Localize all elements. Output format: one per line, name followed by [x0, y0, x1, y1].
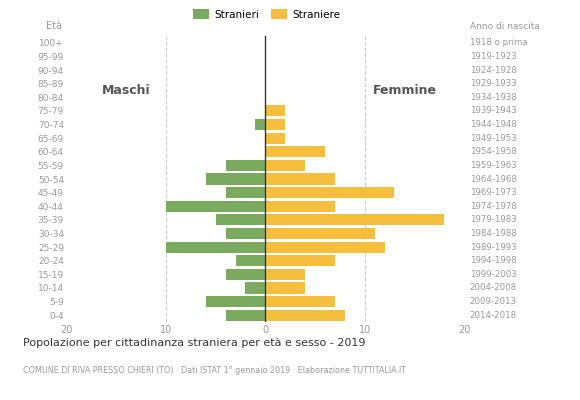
Text: 1929-1933: 1929-1933: [470, 79, 516, 88]
Text: 2014-2018: 2014-2018: [470, 311, 517, 320]
Text: 1959-1963: 1959-1963: [470, 161, 516, 170]
Bar: [266, 174, 335, 184]
Bar: [266, 255, 335, 266]
Bar: [266, 201, 335, 212]
Text: 1999-2003: 1999-2003: [470, 270, 516, 279]
Bar: [266, 228, 375, 239]
Bar: [266, 269, 305, 280]
Text: Popolazione per cittadinanza straniera per età e sesso - 2019: Popolazione per cittadinanza straniera p…: [23, 338, 366, 348]
Bar: [226, 269, 266, 280]
Bar: [226, 160, 266, 171]
Text: 1984-1988: 1984-1988: [470, 229, 517, 238]
Bar: [266, 146, 325, 157]
Text: 1949-1953: 1949-1953: [470, 134, 516, 143]
Text: Femmine: Femmine: [372, 84, 436, 97]
Bar: [266, 132, 285, 144]
Text: 1954-1958: 1954-1958: [470, 147, 517, 156]
Bar: [245, 282, 266, 294]
Bar: [255, 119, 266, 130]
Bar: [266, 105, 285, 116]
Text: 2009-2013: 2009-2013: [470, 297, 517, 306]
Bar: [266, 187, 394, 198]
Bar: [266, 214, 444, 226]
Text: 1919-1923: 1919-1923: [470, 52, 516, 61]
Bar: [206, 174, 266, 184]
Bar: [266, 242, 385, 253]
Bar: [266, 282, 305, 294]
Bar: [266, 310, 345, 321]
Legend: Stranieri, Straniere: Stranieri, Straniere: [191, 7, 342, 22]
Text: 1989-1993: 1989-1993: [470, 242, 516, 252]
Text: 2004-2008: 2004-2008: [470, 284, 517, 292]
Bar: [166, 201, 266, 212]
Bar: [216, 214, 266, 226]
Bar: [266, 119, 285, 130]
Text: 1944-1948: 1944-1948: [470, 120, 517, 129]
Bar: [226, 310, 266, 321]
Text: 1918 o prima: 1918 o prima: [470, 38, 527, 47]
Text: 1994-1998: 1994-1998: [470, 256, 516, 265]
Text: 1934-1938: 1934-1938: [470, 93, 517, 102]
Bar: [266, 160, 305, 171]
Bar: [235, 255, 266, 266]
Text: 1924-1928: 1924-1928: [470, 66, 517, 74]
Bar: [226, 228, 266, 239]
Text: 1974-1978: 1974-1978: [470, 202, 517, 211]
Text: Maschi: Maschi: [102, 84, 151, 97]
Bar: [266, 296, 335, 307]
Text: Anno di nascita: Anno di nascita: [470, 22, 539, 30]
Text: 1979-1983: 1979-1983: [470, 215, 516, 224]
Bar: [226, 187, 266, 198]
Bar: [166, 242, 266, 253]
Text: 1964-1968: 1964-1968: [470, 174, 517, 184]
Bar: [206, 296, 266, 307]
Text: 1969-1973: 1969-1973: [470, 188, 516, 197]
Text: 1939-1943: 1939-1943: [470, 106, 516, 116]
Text: COMUNE DI RIVA PRESSO CHIERI (TO) · Dati ISTAT 1° gennaio 2019 · Elaborazione TU: COMUNE DI RIVA PRESSO CHIERI (TO) · Dati…: [23, 366, 406, 375]
Text: Età: Età: [46, 20, 61, 30]
